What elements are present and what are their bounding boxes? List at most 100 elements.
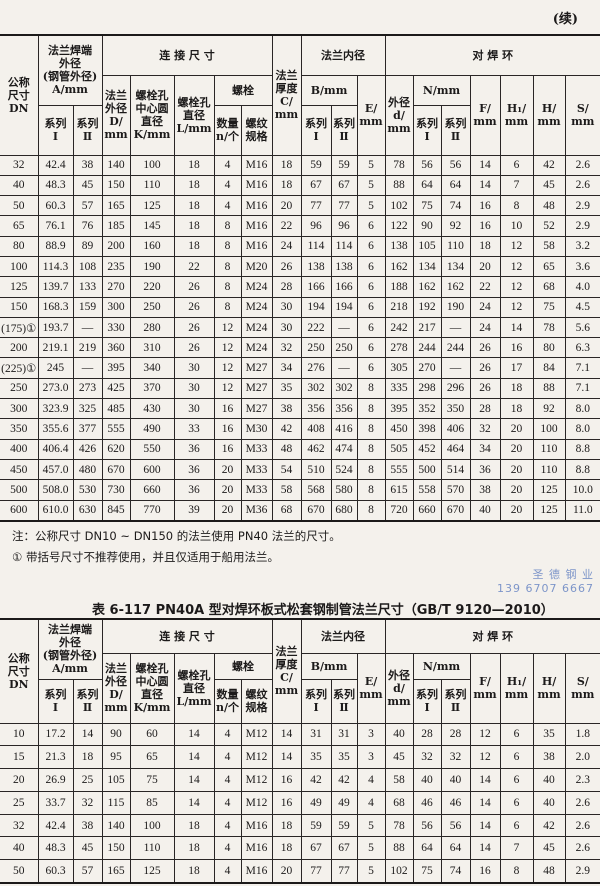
table-cell: 305: [384, 357, 414, 379]
table-cell: 133: [72, 276, 103, 298]
table-cell: 18: [173, 174, 215, 197]
table-cell: 26: [173, 316, 215, 339]
table-cell: 14: [173, 790, 215, 815]
table-cell: 4: [213, 154, 242, 176]
table-cell: 59: [300, 154, 332, 176]
table-cell: 39: [173, 499, 215, 522]
table-cell: 110: [129, 174, 175, 197]
table-cell: 26.9: [37, 768, 74, 792]
table-cell: 26: [173, 337, 215, 359]
table-cell: 56: [412, 813, 442, 838]
header-a-group: 法兰焊端 外径 (钢管外径) A/mm: [37, 34, 103, 106]
table-cell: 4: [213, 859, 242, 885]
table-cell: 28: [440, 722, 471, 747]
table-cell: 6: [499, 768, 534, 792]
flange-table-continued: 公称 尺寸 DN 法兰焊端 外径 (钢管外径) A/mm 连 接 尺 寸 法兰 …: [0, 34, 600, 522]
table-cell: 14: [173, 722, 215, 747]
table-cell: 140: [101, 813, 131, 838]
table-cell: 510: [300, 458, 332, 481]
table-cell: 25: [72, 768, 103, 792]
table-cell: 165: [101, 195, 131, 217]
table-cell: 6: [356, 337, 386, 359]
table-cell: 192: [412, 296, 442, 318]
table-cell: 398: [412, 418, 442, 440]
table-row: 100 114.3 108 235 190 22 8 M20 26 138 138 6 162 134 13…: [0, 255, 600, 278]
header-k: 螺栓孔 中心圆 直径 K/mm: [129, 652, 175, 724]
table-cell: 140: [101, 154, 131, 176]
table-cell: 5: [356, 813, 386, 838]
table-cell: 22: [271, 215, 302, 237]
header-ring-d: 外径 d/ mm: [384, 652, 414, 724]
table-cell: M16: [240, 836, 273, 861]
header-b-series2: 系列 Ⅱ: [330, 104, 358, 156]
table-cell: 18: [173, 859, 215, 885]
cell-dn: 450: [0, 458, 39, 481]
table-cell: 2.6: [564, 836, 600, 861]
table-cell: 40: [469, 499, 501, 522]
table-cell: 302: [330, 377, 358, 400]
table-cell: 356: [300, 398, 332, 420]
table-cell: 190: [440, 296, 471, 318]
table-row: 15 21.3 18 95 65 14 4 M12 14 35 35 3 45 32 32 12 6 38 2.0: [0, 745, 600, 770]
table-row: 500 508.0 530 730 660 36 20 M33 58 568 580 8 615 558 5…: [0, 479, 600, 501]
table-cell: 48: [532, 859, 566, 885]
table-cell: 14: [469, 174, 501, 197]
table-cell: 67: [300, 174, 332, 197]
table-cell: 395: [101, 357, 131, 379]
table-cell: 58: [532, 235, 566, 257]
table-cell: 32: [72, 790, 103, 815]
table-cell: 555: [101, 418, 131, 440]
cell-dn: 15: [0, 745, 39, 770]
table-cell: 100: [532, 418, 566, 440]
table-cell: 218: [384, 296, 414, 318]
table-cell: 74: [440, 195, 471, 217]
table-cell: 406.4: [37, 438, 74, 460]
table-cell: 2.6: [564, 174, 600, 197]
table-cell: 20: [469, 255, 501, 278]
watermark-name: 圣 德 钢 业: [532, 568, 594, 581]
watermark-phone: 139 6707 6667: [497, 582, 594, 595]
table-cell: 16: [213, 418, 242, 440]
table-cell: 16: [271, 768, 302, 792]
table-cell: 38: [469, 479, 501, 501]
table-cell: 150: [101, 174, 131, 197]
table-cell: 22: [469, 276, 501, 298]
table-cell: 4: [213, 722, 242, 747]
table-cell: 110: [532, 438, 566, 460]
table-cell: 92: [440, 215, 471, 237]
table-cell: 42: [330, 768, 358, 792]
table-cell: 108: [72, 255, 103, 278]
table-cell: 42.4: [37, 813, 74, 838]
flange-table-6-117: 公称 尺寸 DN 法兰焊端 外径 (钢管外径) A/mm 连 接 尺 寸 法兰 …: [0, 618, 600, 885]
table-cell: 12: [469, 722, 501, 747]
table-cell: —: [330, 357, 358, 379]
table-cell: 18: [499, 377, 534, 400]
table-cell: 14: [271, 745, 302, 770]
table-cell: 80: [532, 337, 566, 359]
table-cell: M24: [240, 296, 273, 318]
table-cell: 134: [440, 255, 471, 278]
table-cell: 105: [412, 235, 442, 257]
table-row: 40 48.3 45 150 110 18 4 M16 18 67 67 5 88 64 64 14 7 45 2.…: [0, 836, 600, 861]
table-cell: 58: [271, 479, 302, 501]
table-cell: 88: [384, 174, 414, 197]
table-cell: 90: [101, 722, 131, 747]
table-cell: M12: [240, 722, 273, 747]
table-cell: 845: [101, 499, 131, 522]
table-cell: 40: [532, 790, 566, 815]
table-cell: 78: [532, 316, 566, 339]
cell-dn: 100: [0, 255, 39, 278]
header-e: E/ mm: [356, 74, 386, 156]
table-cell: 38: [72, 154, 103, 176]
table-cell: 14: [271, 722, 302, 747]
header-n-series2: 系列 Ⅱ: [440, 678, 471, 724]
table-cell: 6: [499, 722, 534, 747]
cell-dn: 50: [0, 195, 39, 217]
table-cell: 8.0: [564, 398, 600, 420]
table-cell: M16: [240, 174, 273, 197]
table-row: 32 42.4 38 140 100 18 4 M16 18 59 59 5 78 56 56 14 6 42 2.…: [0, 154, 600, 176]
table-cell: 302: [300, 377, 332, 400]
table-cell: 18: [173, 215, 215, 237]
table-cell: 36: [173, 479, 215, 501]
table-cell: 16: [271, 790, 302, 815]
